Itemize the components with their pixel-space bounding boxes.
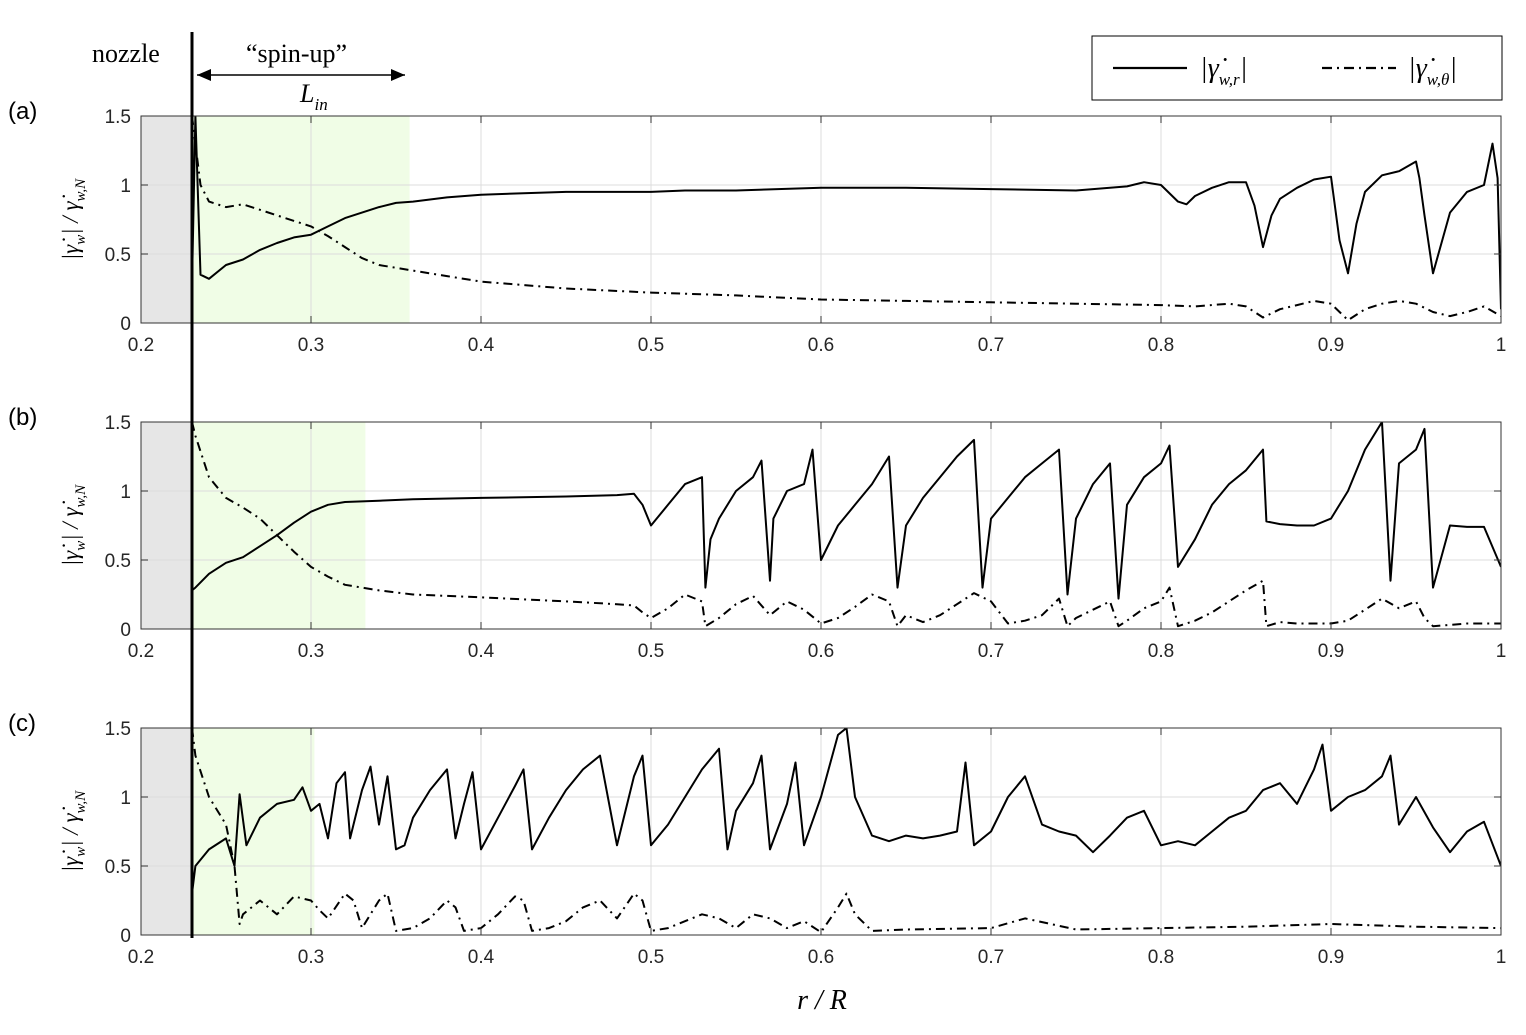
series-line-azimuthal [191, 422, 1501, 628]
x-axis-label: r / R [797, 985, 847, 1016]
x-tick-label: 0.2 [128, 335, 154, 356]
x-tick-label: 1 [1496, 641, 1507, 662]
x-tick-label: 0.7 [978, 641, 1004, 662]
x-tick-label: 0.4 [468, 947, 495, 968]
x-tick-label: 0.7 [978, 947, 1004, 968]
x-tick-label: 0.3 [298, 641, 324, 662]
x-tick-label: 0.9 [1318, 335, 1344, 356]
x-tick-label: 0.5 [638, 335, 664, 356]
x-tick-label: 0.4 [468, 641, 495, 662]
spinup-label: “spin-up” [246, 39, 347, 68]
lin-sub: in [314, 95, 327, 114]
y-tick-label: 1 [120, 482, 131, 503]
legend-theta-close: | [1449, 53, 1457, 84]
lin-main: L [299, 79, 314, 108]
legend-theta-sub: w,θ [1427, 70, 1450, 89]
x-tick-label: 1 [1496, 947, 1507, 968]
y-label-sub1: w [73, 847, 89, 857]
x-tick-label: 0.9 [1318, 641, 1344, 662]
x-tick-label: 0.6 [808, 947, 834, 968]
y-tick-label: 1 [120, 788, 131, 809]
x-tick-label: 0.4 [468, 335, 495, 356]
series-line-azimuthal [191, 116, 1501, 322]
x-tick-label: 0.8 [1148, 335, 1174, 356]
x-tick-label: 0.8 [1148, 641, 1174, 662]
y-tick-label: 0 [120, 314, 131, 335]
x-tick-label: 0.3 [298, 947, 324, 968]
y-axis-label: |γ̇w| / γ̇w,N [58, 484, 89, 566]
panel-c: 0.2 0.3 0.4 0.5 0.6 0.7 0.8 0.9 1 0 0.5 1 1.5 (c) |γ̇w… [8, 710, 1506, 968]
x-tick-label: 0.5 [638, 947, 664, 968]
x-tick-label: 0.2 [128, 947, 154, 968]
x-tick-label: 0.6 [808, 335, 834, 356]
legend-r-sub: w,r [1219, 70, 1240, 89]
x-tick-label: 0.3 [298, 335, 324, 356]
y-label-sub1: w [73, 235, 89, 245]
x-tick-label: 0.2 [128, 641, 154, 662]
series-line-radial [191, 728, 1501, 894]
y-label-sub2: w,N [73, 790, 89, 814]
x-tick-label: 0.9 [1318, 947, 1344, 968]
nozzle-label: nozzle [92, 39, 160, 68]
x-tick-label: 0.7 [978, 335, 1004, 356]
x-tick-label: 0.8 [1148, 947, 1174, 968]
panel-label: (b) [8, 404, 37, 431]
series-line-radial [191, 422, 1501, 600]
series-line-azimuthal [191, 728, 1501, 934]
y-tick-label: 0 [120, 620, 131, 641]
y-label-sub1: w [73, 541, 89, 551]
y-tick-label: 1.5 [105, 107, 131, 128]
y-label-sub2: w,N [73, 178, 89, 202]
panel-b: 0.2 0.3 0.4 0.5 0.6 0.7 0.8 0.9 1 0 0.5 1 1.5 (b) |γ̇w… [8, 404, 1506, 662]
y-axis-label: |γ̇w| / γ̇w,N [58, 790, 89, 872]
y-tick-label: 0 [120, 926, 131, 947]
y-label-sub2: w,N [73, 484, 89, 508]
x-tick-label: 0.6 [808, 641, 834, 662]
y-tick-label: 1.5 [105, 413, 131, 434]
x-tick-label: 1 [1496, 335, 1507, 356]
x-tick-label: 0.5 [638, 641, 664, 662]
y-tick-label: 0.5 [105, 245, 131, 266]
spinup-region [192, 116, 410, 323]
panel-label: (a) [8, 98, 37, 125]
legend-r-close: | [1240, 53, 1248, 84]
y-tick-label: 1 [120, 176, 131, 197]
panel-label: (c) [8, 710, 36, 737]
y-axis-label: |γ̇w| / γ̇w,N [58, 178, 89, 260]
y-tick-label: 0.5 [105, 551, 131, 572]
legend: |γ̇w,r| |γ̇w,θ| [1091, 35, 1503, 101]
nozzle-region [141, 422, 192, 629]
y-tick-label: 0.5 [105, 857, 131, 878]
lin-label: Lin [299, 79, 328, 114]
nozzle-region [141, 728, 192, 935]
nozzle-region [141, 116, 192, 323]
spinup-region [192, 422, 366, 629]
y-tick-label: 1.5 [105, 719, 131, 740]
panel-a: 0.2 0.3 0.4 0.5 0.6 0.7 0.8 0.9 1 0 0.5 1 1.5 (a) |γ̇w… [8, 98, 1506, 356]
spinup-arrow [197, 69, 405, 81]
